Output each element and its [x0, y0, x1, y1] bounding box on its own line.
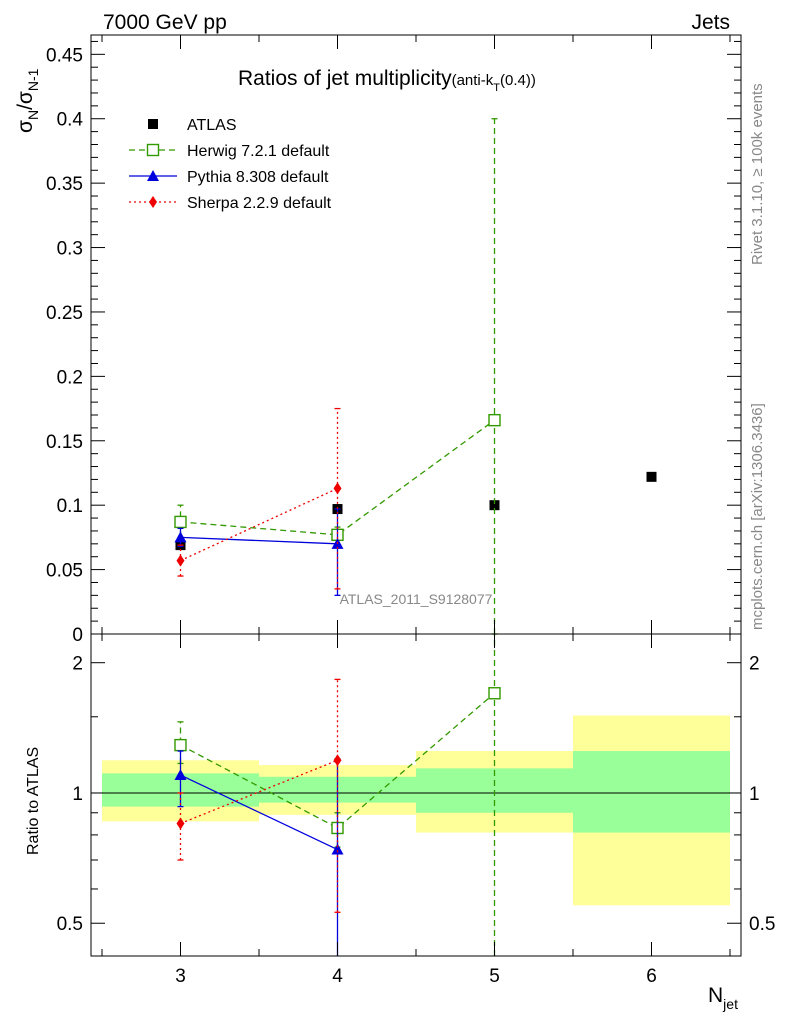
- main-ylabel: σN/σN-1: [14, 68, 41, 133]
- side-label-top: Rivet 3.1.10, ≥ 100k events: [749, 83, 766, 265]
- y-tick-label: 0.35: [46, 174, 83, 195]
- y-tick-label: 0.2: [57, 367, 83, 388]
- series-line: [180, 536, 338, 545]
- ratio-line: [180, 692, 495, 829]
- legend-entry: Pythia 8.308 default: [129, 169, 329, 186]
- data-point: [333, 482, 342, 495]
- legend-entry: Sherpa 2.2.9 default: [129, 195, 332, 212]
- legend-label: Herwig 7.2.1 default: [187, 143, 330, 160]
- ratio-point: [331, 843, 344, 855]
- plot-title-main: Ratios of jet multiplicity: [238, 67, 452, 90]
- data-point: [176, 554, 185, 567]
- main-ylabel-slash: /σ: [14, 91, 37, 110]
- y-tick-label: 0.05: [46, 561, 83, 582]
- y-tick-label: 0.4: [57, 110, 84, 131]
- x-tick-label: 5: [489, 966, 500, 987]
- legend-label: ATLAS: [187, 117, 237, 134]
- x-tick-label: 3: [175, 966, 186, 987]
- ratio-point: [333, 754, 342, 767]
- legend-label: Pythia 8.308 default: [187, 169, 329, 186]
- y-tick-label: 0.3: [57, 239, 83, 260]
- side-label-bottom: mcplots.cern.ch [arXiv:1306.3436]: [749, 403, 766, 630]
- plot-title-sub-t: T: [493, 82, 500, 94]
- ratio-ylabel: Ratio to ATLAS: [25, 747, 42, 855]
- legend-entry: Herwig 7.2.1 default: [129, 143, 330, 160]
- x-axis-label-main: N: [708, 984, 723, 1007]
- y-tick-label: 0.25: [46, 303, 83, 324]
- ratio-line: [180, 774, 338, 851]
- y-tick-label: 0.15: [46, 432, 83, 453]
- y-tick-label: 0.45: [46, 45, 83, 66]
- ratio-point: [176, 817, 185, 830]
- main-panel: 0 0.05 0.1 0.15 0.2 0.25 0.3 0.35 0.4 0.45: [46, 34, 742, 646]
- legend-entry: ATLAS: [148, 117, 237, 134]
- ratio-point: [488, 687, 501, 700]
- ratio-series-2: [174, 750, 344, 956]
- ratio-y-ticks: 0.5 0.5 1 1 2 2: [57, 654, 776, 936]
- legend-marker: [147, 170, 159, 181]
- ratio-tick-label-left: 1: [72, 784, 83, 805]
- energy-label: 7000 GeV pp: [103, 11, 227, 34]
- legend-marker: [146, 143, 160, 157]
- plot-title-sub-end: (0.4)): [500, 72, 536, 89]
- series-line: [180, 419, 495, 536]
- ratio-series-3: [176, 678, 342, 913]
- legend-label: Sherpa 2.2.9 default: [187, 195, 332, 212]
- x-axis-label-sub: jet: [722, 996, 738, 1012]
- x-ticks: 3 4 5 6: [101, 35, 731, 987]
- series-3: [176, 407, 342, 590]
- series-0: [175, 471, 657, 551]
- data-point: [489, 500, 500, 511]
- ratio-tick-label-right: 1: [749, 784, 760, 805]
- ratio-panel: 0.5 0.5 1 1 2 2 3 4 5 6: [57, 35, 776, 987]
- plot-title: Ratios of jet multiplicity(anti-kT(0.4)): [238, 67, 536, 94]
- legend: ATLAS Herwig 7.2.1 default Pythia 8.308 de…: [129, 117, 332, 212]
- ratio-tick-label-right: 0.5: [749, 914, 775, 935]
- y-tick-label: 0: [72, 625, 83, 646]
- ratio-point: [174, 738, 187, 752]
- main-ylabel-sub1: N: [25, 110, 41, 120]
- y-tick-label: 0.1: [57, 496, 83, 517]
- data-point: [488, 413, 501, 427]
- main-ylabel-sub2: N-1: [25, 68, 41, 91]
- ratio-tick-label-right: 2: [749, 654, 760, 675]
- plot-title-sub: (anti-k: [452, 72, 494, 89]
- main-ylabel-main: σ: [14, 120, 37, 133]
- analysis-id: ATLAS_2011_S9128077: [340, 591, 493, 607]
- x-tick-label: 4: [332, 966, 343, 987]
- ratio-tick-label-left: 2: [72, 654, 83, 675]
- x-axis-label: Njet: [708, 984, 738, 1012]
- data-point: [174, 531, 187, 543]
- main-y-ticks: 0 0.05 0.1 0.15 0.2 0.25 0.3 0.35 0.4 0.45: [46, 40, 741, 646]
- legend-marker: [149, 196, 157, 208]
- ratio-line: [180, 759, 338, 825]
- category-label: Jets: [691, 11, 730, 34]
- data-point: [646, 471, 657, 482]
- x-tick-label: 6: [646, 966, 657, 987]
- series-line: [180, 487, 338, 562]
- ratio-band-inner: [573, 751, 731, 833]
- data-point: [174, 515, 187, 529]
- legend-marker: [148, 119, 158, 129]
- ratio-point: [174, 769, 187, 781]
- ratio-tick-label-left: 0.5: [57, 914, 83, 935]
